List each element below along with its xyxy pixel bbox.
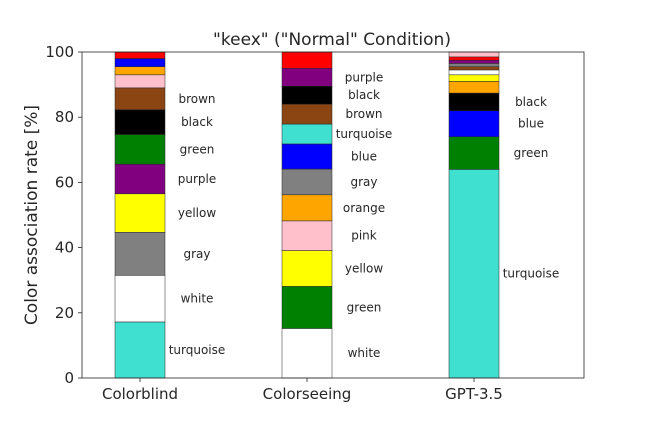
segment-label: turquoise (503, 267, 560, 281)
x-tick-label: GPT-3.5 (445, 385, 503, 403)
bar-segment-blue (114, 58, 166, 67)
bar-segment-gray (281, 168, 333, 196)
y-tick-label: 40 (55, 239, 74, 257)
bar-segment-green (281, 286, 333, 329)
x-ticks-layer: Colorblind Colorseeing GPT-3.5 (102, 378, 503, 403)
bar-segment-yellow (114, 193, 166, 233)
y-tick-label: 60 (55, 173, 74, 191)
segment-label: green (180, 142, 215, 156)
segment-label: brown (345, 107, 382, 121)
bar-segment-purple (281, 68, 333, 87)
bar-segment-yellow (448, 74, 500, 82)
bar-segment-red (281, 51, 333, 69)
bar-segment-turquoise (448, 169, 500, 379)
bar-segment-red (114, 51, 166, 59)
bar-segment-black (114, 109, 166, 135)
segment-label: yellow (345, 261, 383, 275)
y-tick-label: 100 (45, 43, 74, 61)
segment-label: turquoise (336, 127, 393, 141)
segment-label: white (348, 346, 381, 360)
bar-segment-red (448, 56, 500, 61)
y-tick-label: 20 (55, 304, 74, 322)
segment-label: green (514, 146, 549, 160)
x-tick-label: Colorseeing (263, 385, 352, 403)
bar-segment-pink (114, 74, 166, 89)
segment-label: purple (345, 70, 384, 84)
bars-layer (114, 51, 500, 379)
y-tick-label: 80 (55, 108, 74, 126)
bar-segment-orange (114, 66, 166, 76)
segment-label: white (181, 292, 214, 306)
bar-segment-black (448, 92, 500, 111)
bar-segment-gray (114, 232, 166, 276)
segment-label: green (347, 300, 382, 314)
plot-area-frame (81, 51, 585, 379)
segment-label: brown (178, 92, 215, 106)
segment-label: gray (350, 175, 377, 189)
y-tick-label: 0 (64, 369, 74, 387)
bar-segment-pink (281, 220, 333, 251)
bar-segment-brown (114, 87, 166, 110)
segment-label: black (348, 88, 380, 102)
segment-label: yellow (178, 206, 216, 220)
bar-segment-purple (448, 59, 500, 64)
x-tick-label: Colorblind (102, 385, 178, 403)
segment-label: purple (178, 172, 217, 186)
segment-label: gray (183, 247, 210, 261)
bar-segment-blue (448, 110, 500, 138)
bar-segment-blue (281, 143, 333, 170)
segment-label: black (515, 95, 547, 109)
segment-label: black (181, 115, 213, 129)
bar-segment-black (281, 85, 333, 105)
bar-segment-brown (448, 66, 500, 71)
segment-label: blue (351, 149, 377, 163)
bar-segment-yellow (281, 250, 333, 287)
y-ticks-layer: 0 20 40 60 80 100 (45, 43, 82, 387)
chart-title: "keex" ("Normal" Condition) (213, 30, 451, 50)
bar-segment-orange (281, 194, 333, 222)
segment-label: turquoise (169, 343, 226, 357)
y-axis-label: Color association rate [%] (22, 105, 42, 325)
bar-segment-green (448, 136, 500, 170)
segment-label: blue (518, 117, 544, 131)
bar-segment-white (448, 69, 500, 76)
bar-segment-gray (448, 63, 500, 67)
bar-segment-turquoise (114, 321, 166, 379)
bar-segment-orange (448, 81, 500, 94)
bar-segment-white (114, 275, 166, 323)
bar-segment-brown (281, 103, 333, 125)
segment-labels-layer: turquoise white gray yellow purple green black… (169, 70, 560, 360)
bar-segment-pink (448, 51, 500, 58)
bar-segment-green (114, 134, 166, 165)
bar-segment-white (281, 328, 333, 379)
segment-label: orange (343, 201, 385, 215)
bar-segment-turquoise (281, 123, 333, 145)
segment-label: pink (351, 229, 377, 243)
bar-segment-purple (114, 163, 166, 195)
